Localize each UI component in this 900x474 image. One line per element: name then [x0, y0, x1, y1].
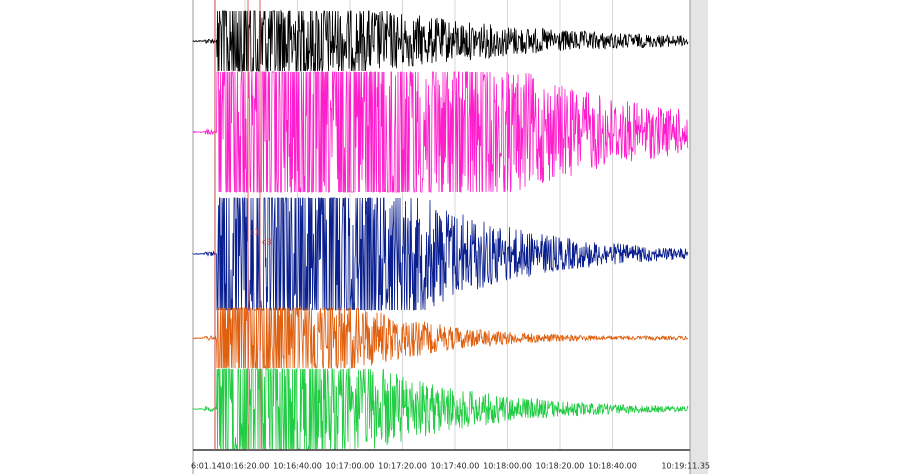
- waveform: [192, 9, 689, 72]
- waveform: [192, 196, 689, 311]
- time-tick-label: 10:18:20.00: [536, 462, 585, 471]
- time-tick-label: 10:16:40.00: [273, 462, 322, 471]
- waveform: [192, 367, 689, 450]
- scrollbar[interactable]: [690, 0, 708, 474]
- marker-label: c3: [262, 238, 272, 247]
- time-tick-label: 10:18:40.00: [588, 462, 637, 471]
- time-tick-label: 10:17:20.00: [378, 462, 427, 471]
- time-tick-label: 10:18:00.00: [483, 462, 532, 471]
- time-tick-label: 10:16:20.00: [221, 462, 270, 471]
- waveform: [192, 306, 688, 369]
- waveform: [192, 70, 689, 193]
- marker-label: c1: [250, 228, 260, 237]
- end-time-label: 10:19:11.35: [661, 462, 710, 471]
- time-tick-label: 10:17:40.00: [431, 462, 480, 471]
- start-time-label: 6:01.14: [191, 462, 222, 471]
- time-tick-label: 10:17:00.00: [326, 462, 375, 471]
- traces: [192, 9, 689, 450]
